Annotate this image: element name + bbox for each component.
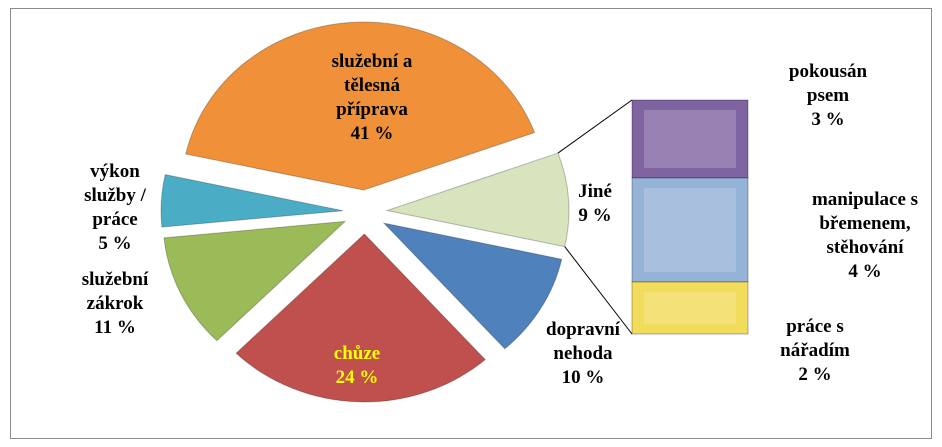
connector [564, 246, 633, 335]
bar-bevel [644, 188, 736, 272]
bar-bevel [644, 110, 736, 168]
value-label: 5 % [98, 233, 132, 254]
value-label: 24 % [335, 367, 379, 388]
category-label: služební zákrok [81, 269, 149, 314]
category-label: chůze [333, 343, 381, 364]
value-label: 41 % [350, 123, 394, 144]
pie-slice [163, 220, 347, 342]
value-label: 11 % [94, 317, 136, 338]
category-label: služební a tělesná příprava [331, 51, 413, 120]
pie-slice [382, 222, 563, 350]
slice-label: chůze 24 % [312, 342, 402, 390]
category-label: práce s nářadím [780, 316, 850, 361]
bar-segment [631, 281, 749, 335]
bar-label: práce s nářadím 2 % [760, 315, 870, 387]
category-label: dopravní nehoda [546, 319, 620, 364]
slice-label: dopravní nehoda 10 % [533, 318, 633, 390]
value-label: 3 % [811, 109, 845, 130]
pie-slice [185, 21, 536, 191]
slice-label: Jiné 9 % [560, 180, 630, 228]
category-label: manipulace s břemenem, stěhování [811, 189, 919, 258]
pie-slice [235, 233, 486, 403]
bar-segment [631, 177, 749, 283]
value-label: 2 % [798, 364, 832, 385]
value-label: 9 % [578, 205, 612, 226]
bar-label: pokousán psem 3 % [773, 60, 883, 132]
slice-label: výkon služby / práce 5 % [73, 160, 158, 256]
category-label: Jiné [578, 181, 612, 202]
bar-segment [631, 99, 749, 179]
pie-slice [160, 174, 344, 228]
bar-bevel [644, 292, 736, 324]
pie-slice [385, 152, 570, 248]
value-label: 10 % [561, 367, 605, 388]
bar-label: manipulace s břemenem, stěhování 4 % [790, 188, 940, 284]
category-label: pokousán psem [788, 61, 868, 106]
connector [557, 99, 633, 154]
value-label: 4 % [848, 261, 882, 282]
category-label: výkon služby / práce [84, 161, 146, 230]
slice-label: služební a tělesná příprava 41 % [307, 50, 437, 146]
slice-label: služební zákrok 11 % [65, 268, 165, 340]
